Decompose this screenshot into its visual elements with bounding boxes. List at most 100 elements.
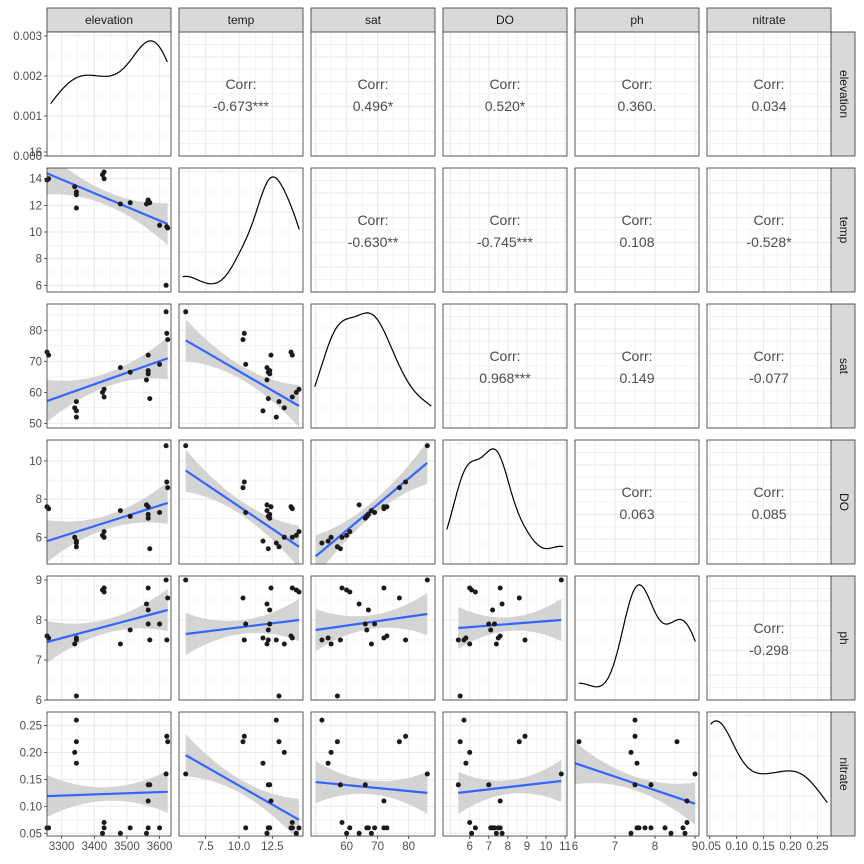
data-point [296,825,302,831]
data-point [73,717,79,723]
row-strip-label-DO: DO [837,493,851,511]
data-point [334,544,340,550]
x-tick-label-elevation: 3400 [82,841,108,853]
panel-border [442,303,568,429]
density-curve-nitrate [710,720,828,803]
panel-border [706,711,832,837]
panel-nitrate-ph [574,711,700,837]
data-point [467,749,473,755]
strip-sat [310,7,436,33]
data-point [334,693,340,699]
data-point [164,733,170,739]
data-point [281,405,287,411]
data-point [147,782,153,788]
data-point [157,361,163,367]
density-curve-sat [314,312,432,407]
data-point [288,825,294,831]
data-point [632,733,638,739]
row-strip-ph [830,575,856,701]
data-point [325,760,331,766]
strip-label-temp: temp [228,13,255,27]
x-tick-label-nitrate: 0.25 [806,841,828,853]
data-point [267,621,273,627]
x-tick-label-sat: 60 [340,841,353,853]
strip-label-sat: sat [365,13,382,27]
data-point [145,515,151,521]
data-point [364,627,370,633]
panel-border [442,167,568,293]
y-tick-label-elevation: 0.000 [13,151,42,163]
strip-label-ph: ph [630,13,643,27]
data-point [276,693,282,699]
corr-label: Corr: [753,76,784,92]
y-tick-label-sat: 50 [29,418,42,430]
data-point [243,825,249,831]
data-point [163,282,169,288]
data-point [73,693,79,699]
data-point [684,820,690,825]
data-point [145,198,151,204]
data-point [457,693,463,699]
data-point [424,443,430,449]
data-point [165,485,171,491]
corr-value: 0.968*** [479,370,531,386]
data-point [273,414,279,420]
data-point [469,830,475,836]
data-point [384,825,390,831]
panel-border [46,575,172,701]
panel-ph-ph [574,575,700,701]
panel-border [574,167,700,293]
data-point [73,189,79,195]
data-point [328,641,334,647]
data-point [347,825,353,831]
data-point [396,595,402,601]
data-point [265,782,271,788]
data-point [499,830,505,836]
data-point [73,205,79,211]
y-tick-label-elevation: 0.002 [13,71,42,83]
panel-border [310,575,436,701]
data-point [472,589,478,595]
y-tick-label-nitrate: 0.25 [20,720,42,732]
data-point [241,479,247,485]
data-point [356,502,362,508]
data-point [488,627,494,633]
data-point [634,760,640,766]
data-point [328,534,334,540]
y-tick-label-DO: 6 [36,532,42,544]
data-point [632,782,638,788]
data-point [117,641,123,647]
data-point [100,172,105,178]
corr-label: Corr: [225,76,256,92]
x-tick-label-DO: 8 [505,841,511,853]
panel-border [178,439,304,565]
panel-background [575,576,699,700]
data-point [144,830,149,836]
data-point [73,739,79,745]
data-point [240,739,246,745]
panel-background [179,168,303,292]
panel-border [706,31,832,157]
data-point [319,540,325,546]
data-point [268,504,274,510]
data-point [493,830,499,836]
panel-DO-nitrate: Corr: 0.085 [706,439,832,565]
data-point [457,739,463,745]
panel-border [46,711,172,837]
data-point [497,798,503,804]
y-tick-label-temp: 16 [29,147,42,159]
panel-elevation-temp: Corr: -0.673*** [178,31,304,157]
data-point [628,749,634,755]
panel-ph-temp [178,575,304,701]
data-point [264,365,270,371]
x-tick-label-elevation: 3500 [114,841,140,853]
corr-label: Corr: [357,76,388,92]
corr-label: Corr: [489,212,520,228]
data-point [127,200,133,206]
corr-value: -0.528* [746,234,792,250]
panel-sat-temp [178,303,304,429]
data-point [273,637,279,643]
data-point [325,635,331,641]
panel-sat-sat [310,303,436,429]
